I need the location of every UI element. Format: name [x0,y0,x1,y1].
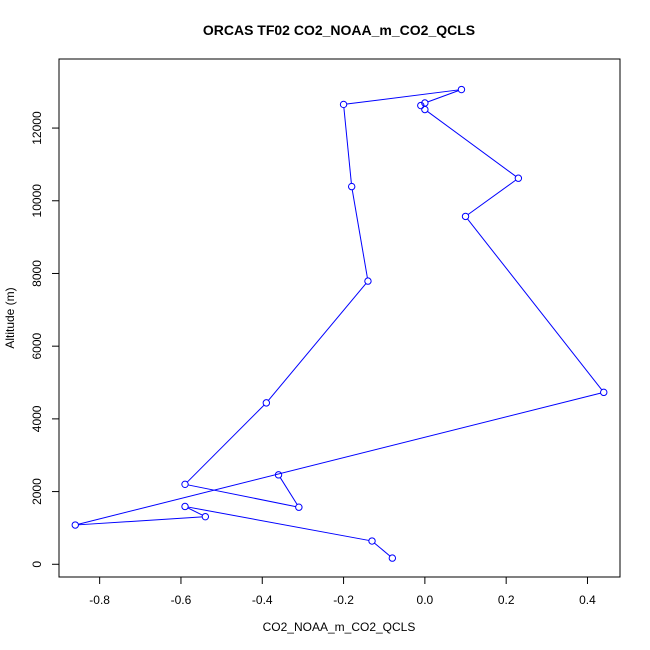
y-axis: 0 2000 4000 6000 8000 10000 12000 [30,111,59,568]
series-line-segment [343,107,352,184]
x-tick-label: -0.8 [89,593,110,607]
series-line-segment [467,179,517,215]
data-point [71,521,79,529]
y-tick-label: 0 [30,561,44,568]
data-point [368,537,376,545]
x-axis: -0.8 -0.6 -0.4 -0.2 0.0 0.2 0.4 [89,577,596,607]
data-point [347,182,356,191]
y-tick-label: 2000 [30,478,44,505]
data-point [388,554,397,562]
series-line-segment [78,392,601,525]
data-point [262,399,271,407]
series-line-segment [186,404,265,483]
y-tick-label: 12000 [30,111,44,145]
data-point [181,502,189,511]
data-point [417,101,425,110]
series-line-segment [374,542,391,557]
series-line-segment [187,507,203,516]
x-tick-label: -0.6 [171,593,192,607]
series-line-segment [267,283,367,401]
x-tick-label: 0.2 [498,593,515,607]
data-point [514,174,523,182]
data-point [201,512,210,521]
data-point [181,480,189,489]
y-tick-label: 8000 [30,260,44,287]
x-tick-label: 0.4 [579,593,596,607]
series-line-segment [188,484,296,508]
y-tick-label: 4000 [30,405,44,432]
data-point [461,212,470,221]
series-line-segment [427,90,459,103]
data-point [364,277,372,285]
plot-frame [58,58,621,578]
series-line-segment [351,189,368,279]
series-group [71,85,608,562]
chart-title: ORCAS TF02 CO2_NOAA_m_CO2_QCLS [203,22,475,38]
data-point [421,99,429,107]
series-line-segment [188,506,369,541]
series-line-segment [427,111,517,177]
series-line-segment [346,89,459,105]
data-point [600,388,608,397]
x-axis-label: CO2_NOAA_m_CO2_QCLS [263,620,416,634]
data-point [339,100,348,109]
y-tick-label: 10000 [30,184,44,218]
y-axis-label: Altitude (m) [3,287,17,348]
x-tick-label: -0.2 [333,593,354,607]
data-point [457,85,466,94]
series-line-segment [78,516,203,526]
x-tick-label: -0.4 [252,593,273,607]
data-point [295,503,303,511]
data-point [274,471,283,479]
x-tick-label: 0.0 [417,593,434,607]
series-line-segment [279,477,298,505]
y-tick-label: 6000 [30,333,44,360]
series-line-segment [467,218,603,391]
